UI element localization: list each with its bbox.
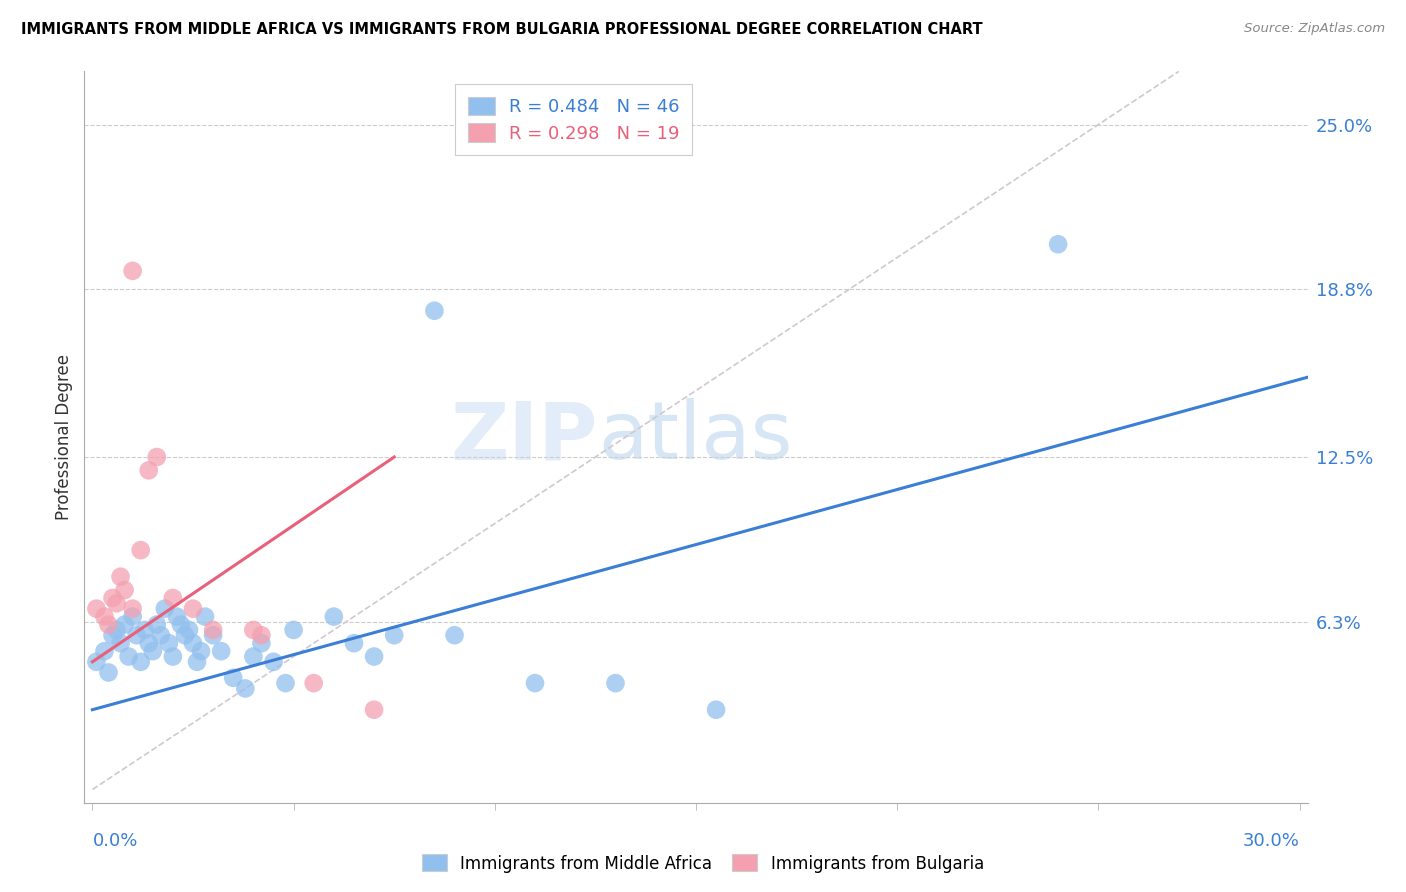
Point xyxy=(149,628,172,642)
Point xyxy=(162,649,184,664)
Point xyxy=(157,636,180,650)
Point xyxy=(146,450,169,464)
Point xyxy=(105,623,128,637)
Point xyxy=(181,601,204,615)
Point xyxy=(97,617,120,632)
Point xyxy=(114,617,136,632)
Point xyxy=(110,636,132,650)
Point xyxy=(302,676,325,690)
Point xyxy=(250,628,273,642)
Point xyxy=(166,609,188,624)
Text: Source: ZipAtlas.com: Source: ZipAtlas.com xyxy=(1244,22,1385,36)
Point xyxy=(363,649,385,664)
Point xyxy=(110,570,132,584)
Point xyxy=(121,601,143,615)
Point xyxy=(382,628,405,642)
Y-axis label: Professional Degree: Professional Degree xyxy=(55,354,73,520)
Point xyxy=(209,644,232,658)
Point xyxy=(101,628,124,642)
Point xyxy=(233,681,256,696)
Point xyxy=(86,601,108,615)
Point xyxy=(283,623,305,637)
Point xyxy=(138,463,160,477)
Point xyxy=(134,623,156,637)
Text: IMMIGRANTS FROM MIDDLE AFRICA VS IMMIGRANTS FROM BULGARIA PROFESSIONAL DEGREE CO: IMMIGRANTS FROM MIDDLE AFRICA VS IMMIGRA… xyxy=(21,22,983,37)
Text: 30.0%: 30.0% xyxy=(1243,832,1299,850)
Point xyxy=(105,596,128,610)
Point xyxy=(125,628,148,642)
Point xyxy=(97,665,120,680)
Point xyxy=(86,655,108,669)
Point xyxy=(524,676,547,690)
Point xyxy=(242,623,264,637)
Point xyxy=(93,644,115,658)
Point xyxy=(202,628,225,642)
Point xyxy=(101,591,124,605)
Point xyxy=(190,644,212,658)
Legend: R = 0.484   N = 46, R = 0.298   N = 19: R = 0.484 N = 46, R = 0.298 N = 19 xyxy=(456,84,692,155)
Point xyxy=(363,703,385,717)
Point xyxy=(423,303,446,318)
Point xyxy=(242,649,264,664)
Point xyxy=(138,636,160,650)
Point xyxy=(114,582,136,597)
Point xyxy=(174,628,197,642)
Point xyxy=(443,628,465,642)
Point xyxy=(322,609,344,624)
Text: atlas: atlas xyxy=(598,398,793,476)
Point xyxy=(129,655,152,669)
Point xyxy=(93,609,115,624)
Legend: Immigrants from Middle Africa, Immigrants from Bulgaria: Immigrants from Middle Africa, Immigrant… xyxy=(415,847,991,880)
Text: 0.0%: 0.0% xyxy=(93,832,138,850)
Point xyxy=(250,636,273,650)
Point xyxy=(263,655,285,669)
Point xyxy=(121,609,143,624)
Point xyxy=(162,591,184,605)
Point xyxy=(142,644,165,658)
Point xyxy=(202,623,225,637)
Point xyxy=(605,676,627,690)
Point xyxy=(343,636,366,650)
Point xyxy=(153,601,176,615)
Point xyxy=(222,671,245,685)
Point xyxy=(121,264,143,278)
Point xyxy=(146,617,169,632)
Point xyxy=(1047,237,1070,252)
Point xyxy=(117,649,139,664)
Point xyxy=(177,623,200,637)
Text: ZIP: ZIP xyxy=(451,398,598,476)
Point xyxy=(274,676,297,690)
Point xyxy=(704,703,727,717)
Point xyxy=(181,636,204,650)
Point xyxy=(170,617,193,632)
Point xyxy=(129,543,152,558)
Point xyxy=(186,655,208,669)
Point xyxy=(194,609,217,624)
